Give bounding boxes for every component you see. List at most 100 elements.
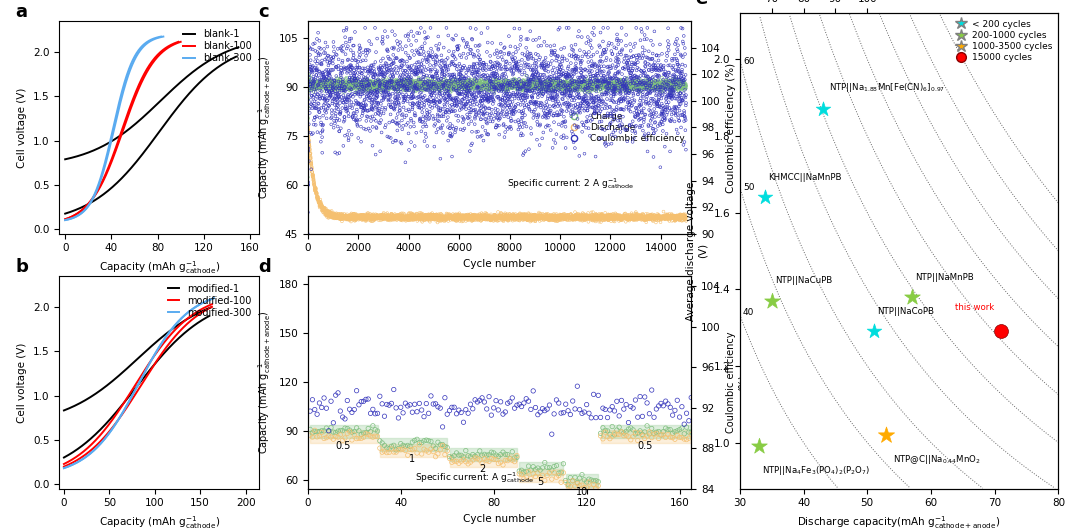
Point xyxy=(597,142,615,150)
Point xyxy=(510,118,527,126)
Point xyxy=(565,215,582,224)
Point xyxy=(507,59,524,68)
Point xyxy=(598,78,616,86)
Point xyxy=(440,81,457,90)
Point xyxy=(301,62,319,71)
Point xyxy=(584,80,602,88)
Point xyxy=(660,75,677,83)
Point xyxy=(567,214,584,222)
Point xyxy=(487,105,504,113)
Point xyxy=(590,87,607,96)
Point xyxy=(640,80,658,88)
Point xyxy=(548,130,565,139)
Point xyxy=(365,84,382,92)
Point xyxy=(429,80,446,89)
Point xyxy=(352,78,369,86)
Point xyxy=(497,70,514,78)
Point xyxy=(529,81,546,90)
Point xyxy=(405,78,422,86)
Point xyxy=(658,212,675,221)
Point xyxy=(470,108,487,116)
Point xyxy=(629,214,646,222)
Point xyxy=(607,70,624,78)
Point xyxy=(633,212,650,220)
Point xyxy=(462,81,480,90)
Point xyxy=(350,211,367,219)
Point xyxy=(437,56,455,64)
Point xyxy=(340,212,357,220)
Point xyxy=(539,210,556,219)
Point xyxy=(523,75,540,84)
Point xyxy=(426,79,443,88)
Point xyxy=(328,78,346,87)
Point xyxy=(465,83,483,91)
Point xyxy=(428,81,445,90)
Point xyxy=(624,78,642,87)
Point xyxy=(568,210,585,218)
Point xyxy=(353,78,370,87)
Point xyxy=(548,212,565,221)
Point xyxy=(363,217,380,225)
Point xyxy=(676,85,693,94)
Point xyxy=(510,215,527,223)
Point xyxy=(360,83,377,91)
Point xyxy=(536,109,553,117)
Point xyxy=(664,211,681,220)
Point xyxy=(527,49,544,58)
Point xyxy=(619,216,636,224)
Point xyxy=(453,71,470,79)
Point xyxy=(325,85,342,93)
Point xyxy=(456,215,473,224)
Point xyxy=(672,213,689,222)
Point xyxy=(625,83,643,92)
Point xyxy=(321,209,338,217)
Point xyxy=(486,68,503,77)
Point xyxy=(589,214,606,222)
Point xyxy=(321,101,338,110)
Point xyxy=(488,113,505,122)
Point xyxy=(551,61,568,69)
Point xyxy=(463,80,481,89)
Point xyxy=(620,215,637,223)
Point xyxy=(399,76,416,84)
Point xyxy=(482,71,499,80)
Point xyxy=(616,213,633,222)
Point xyxy=(360,214,377,222)
Point xyxy=(588,79,605,87)
Point xyxy=(554,95,571,104)
Point xyxy=(356,215,374,224)
Point xyxy=(402,216,419,224)
Point xyxy=(318,204,335,213)
Point xyxy=(637,63,654,71)
Point xyxy=(322,78,339,86)
Point xyxy=(521,212,538,220)
Point xyxy=(500,211,517,220)
Point xyxy=(456,88,473,96)
Point xyxy=(592,82,609,90)
Point xyxy=(659,213,676,221)
Point xyxy=(550,83,567,92)
Point xyxy=(400,401,417,410)
Point xyxy=(382,445,400,453)
Point xyxy=(669,215,686,224)
Point xyxy=(542,211,559,220)
Point xyxy=(397,42,415,50)
Point xyxy=(471,59,488,67)
Point xyxy=(638,215,656,223)
Point xyxy=(577,95,594,103)
Point xyxy=(435,81,453,89)
Point xyxy=(473,86,490,95)
Point xyxy=(571,74,589,82)
Point xyxy=(334,81,351,90)
Point xyxy=(345,112,362,120)
Point xyxy=(551,23,568,32)
Point xyxy=(648,71,665,79)
Point xyxy=(373,82,390,90)
Point xyxy=(522,217,539,226)
Point xyxy=(336,87,353,96)
Point xyxy=(550,215,567,223)
Point xyxy=(606,211,623,220)
Point xyxy=(350,80,367,88)
Point xyxy=(660,91,677,100)
Point xyxy=(468,82,485,90)
